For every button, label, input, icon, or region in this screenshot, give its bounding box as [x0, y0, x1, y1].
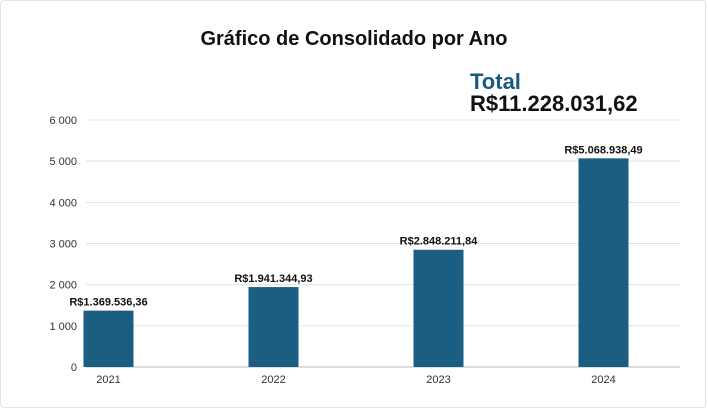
y-tick-label: 4 000: [49, 197, 77, 209]
x-tick-label: 2021: [96, 374, 120, 386]
y-tick-label: 0: [71, 362, 77, 374]
data-label: R$2.848.211,84: [400, 236, 479, 248]
x-tick-label: 2024: [591, 374, 615, 386]
y-tick-label: 5 000: [49, 156, 77, 168]
bar: [578, 158, 629, 367]
y-tick-label: 2 000: [49, 280, 77, 292]
total-label: Total: [470, 69, 521, 94]
data-label: R$5.068.938,49: [564, 144, 642, 156]
total-value: R$11.228.031,62: [470, 91, 638, 116]
bar: [413, 249, 464, 367]
x-tick-label: 2023: [426, 374, 450, 386]
chart-title: Gráfico de Consolidado por Ano: [200, 28, 508, 50]
y-tick-label: 1 000: [49, 321, 77, 333]
x-tick-label: 2022: [261, 374, 285, 386]
data-label: R$1.941.344,93: [234, 273, 312, 285]
y-tick-label: 3 000: [49, 239, 77, 251]
y-tick-label: 6 000: [49, 115, 77, 127]
bar: [248, 287, 299, 367]
data-label: R$1.369.536,36: [69, 297, 147, 309]
bar: [83, 310, 134, 367]
